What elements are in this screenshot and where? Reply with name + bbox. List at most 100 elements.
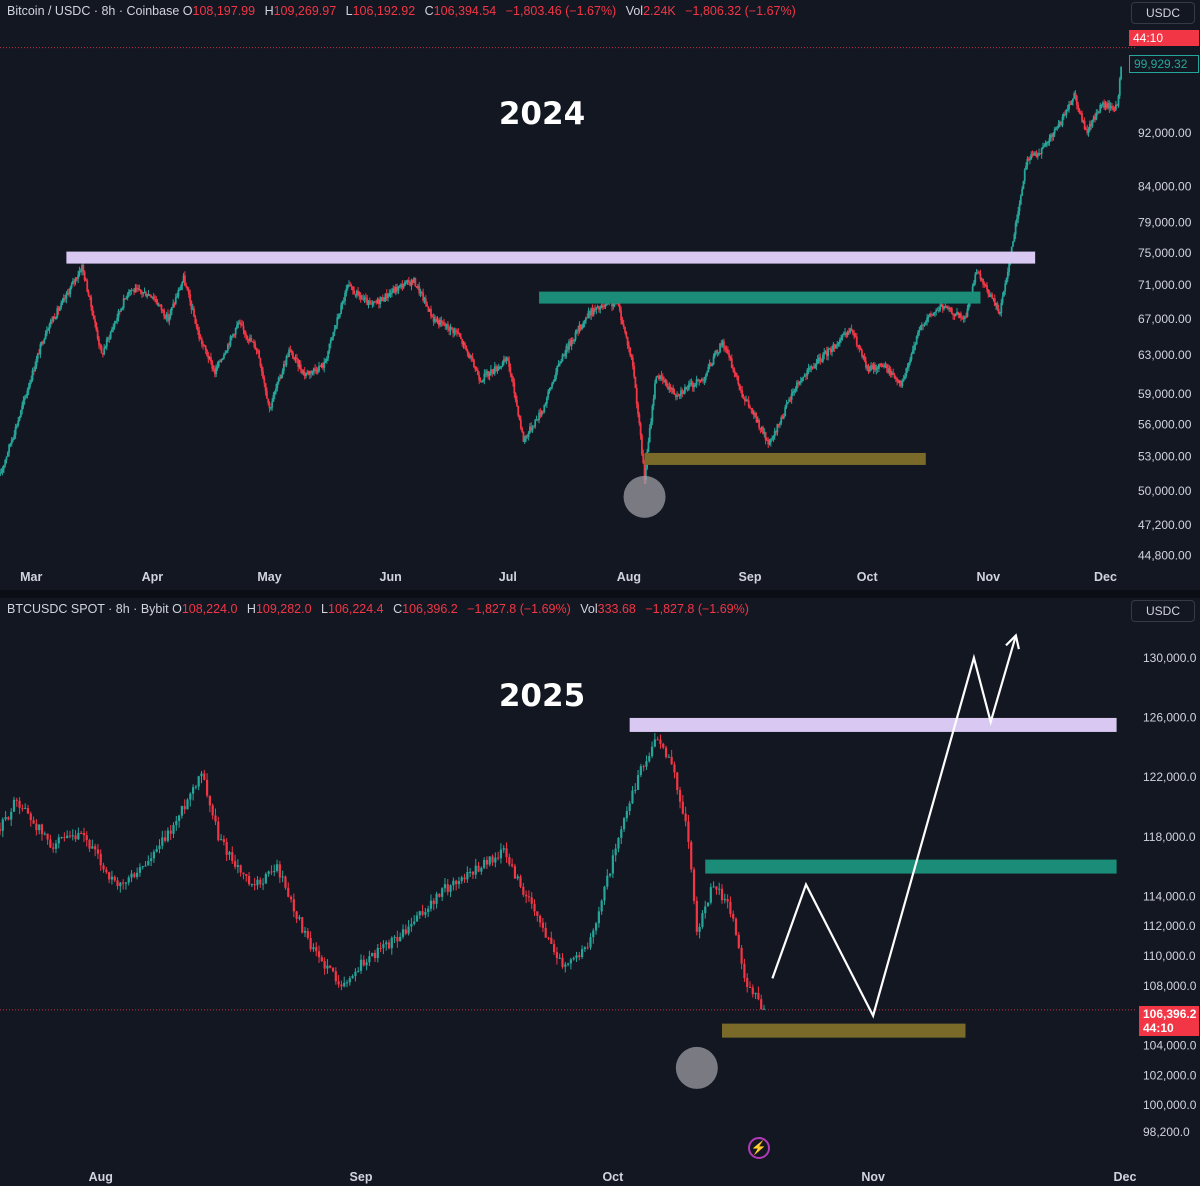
candle (547, 937, 550, 939)
candle (311, 371, 314, 374)
candle (1038, 153, 1040, 156)
candle (835, 344, 837, 349)
candle (1060, 121, 1063, 125)
candle (591, 308, 594, 315)
candle (996, 303, 999, 309)
candle (674, 394, 677, 397)
candle (703, 379, 706, 381)
currency-button[interactable]: USDC (1131, 2, 1195, 24)
candle (700, 379, 703, 381)
candle (1090, 123, 1093, 127)
candle (17, 420, 20, 426)
candle (659, 375, 662, 379)
candle (995, 303, 997, 306)
candle (16, 425, 18, 427)
candle (820, 361, 823, 363)
candle (734, 918, 738, 935)
candle (258, 350, 261, 359)
candle (633, 365, 636, 377)
candle (119, 882, 122, 887)
candle (485, 859, 489, 865)
candle (166, 830, 170, 841)
candle (595, 307, 598, 310)
candle (764, 432, 767, 440)
candle (32, 820, 35, 824)
candle (1077, 104, 1080, 109)
symbol-label[interactable]: Bitcoin / USDC · 8h · Coinbase (7, 4, 180, 18)
candle (231, 852, 234, 862)
candle (967, 302, 970, 309)
candle (706, 372, 708, 376)
candle (497, 366, 500, 370)
pane-divider[interactable] (0, 590, 1200, 598)
candle (108, 872, 111, 880)
candle (193, 308, 195, 317)
candle (1118, 79, 1121, 96)
candle (667, 386, 669, 390)
candle (1025, 165, 1027, 170)
candle (161, 309, 164, 311)
mid-zone (705, 859, 1117, 874)
candle (47, 329, 50, 331)
candle (1000, 302, 1003, 314)
candle (553, 943, 556, 953)
candle (614, 848, 617, 856)
candle (455, 880, 458, 885)
candle (753, 413, 755, 415)
candle (552, 381, 555, 384)
currency-button[interactable]: USDC (1131, 600, 1195, 622)
symbol-label[interactable]: BTCUSDC SPOT · 8h · Bybit (7, 602, 169, 616)
chart-2024-svg[interactable]: 44,800.00 47,200.00 50,000.00 53,000.00 56,0… (0, 0, 1200, 590)
candle (732, 913, 735, 919)
candle (418, 911, 421, 916)
candle (266, 391, 268, 399)
candle (150, 858, 153, 861)
candle (359, 959, 363, 971)
candle (1111, 106, 1113, 108)
candle (429, 900, 433, 909)
candle (42, 341, 44, 344)
candle (891, 372, 893, 375)
candle (618, 305, 621, 311)
candle (736, 376, 738, 378)
candle (643, 463, 646, 481)
candle (365, 962, 368, 966)
candle (122, 298, 125, 308)
candle (324, 360, 327, 363)
candle (953, 315, 956, 317)
candle (539, 915, 542, 923)
candle (480, 867, 483, 872)
candle (13, 434, 16, 439)
candle (443, 884, 447, 889)
chart-2025-svg[interactable]: 98,200.0 100,000.0 102,000.0 104,000.0 108,0… (0, 598, 1200, 1186)
candle (712, 356, 715, 365)
candle (243, 329, 246, 335)
candle (642, 766, 645, 768)
candle (75, 277, 78, 279)
candle (343, 982, 346, 987)
candle (444, 325, 447, 327)
candle (937, 310, 940, 312)
candle (519, 876, 522, 887)
candle (677, 395, 680, 397)
open-value: 108,224.0 (181, 602, 238, 616)
candle (43, 833, 46, 835)
lightning-icon[interactable]: ⚡ (748, 1137, 770, 1159)
candle (965, 316, 968, 318)
candle (60, 303, 63, 308)
candle (600, 900, 603, 912)
candle (1088, 123, 1091, 130)
candle (816, 359, 819, 364)
candle (110, 876, 114, 880)
candle (600, 305, 603, 309)
candle (684, 813, 687, 822)
candle (909, 359, 912, 364)
candle (635, 387, 638, 404)
candle (1012, 241, 1014, 247)
candle (48, 324, 51, 330)
candle (315, 947, 318, 952)
candle (927, 316, 930, 319)
candle (776, 424, 779, 433)
candle (208, 357, 211, 359)
chart-panel-2024: 44,800.00 47,200.00 50,000.00 53,000.00 56,0… (0, 0, 1200, 590)
